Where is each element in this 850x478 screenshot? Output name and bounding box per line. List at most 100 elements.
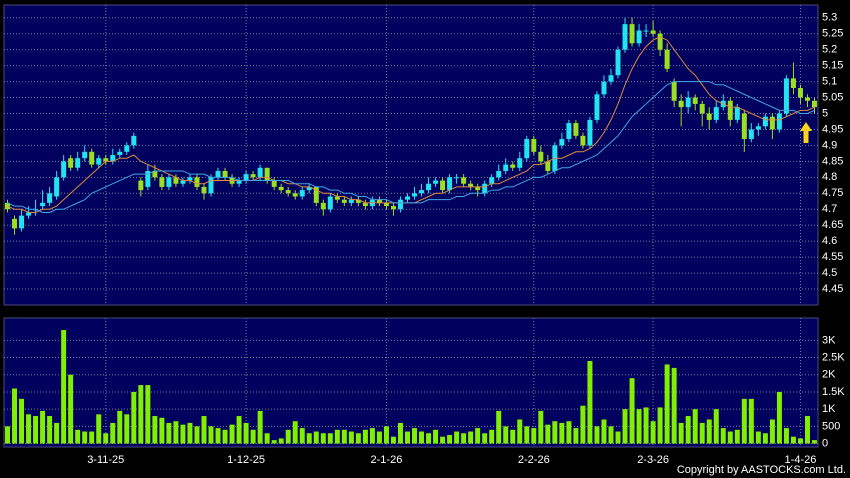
volume-bar — [145, 385, 151, 444]
candle-body — [180, 180, 186, 184]
y-tick-label: 4.65 — [822, 219, 843, 231]
volume-bar — [741, 398, 747, 444]
candle-body — [622, 24, 628, 50]
volume-bar — [769, 419, 775, 444]
volume-bar — [762, 433, 768, 444]
volume-bar — [671, 367, 677, 444]
candle-body — [769, 116, 775, 130]
volume-bar — [285, 429, 291, 444]
volume-bar — [566, 421, 572, 444]
candle-body — [475, 186, 481, 191]
y-tick-label: 0 — [822, 437, 828, 449]
candle-body — [236, 180, 242, 184]
candle-body — [376, 199, 382, 203]
x-tick-label: 2-2-26 — [518, 454, 550, 466]
y-tick-label: 5.25 — [822, 28, 843, 40]
marker-arrow — [800, 122, 812, 143]
candle-body — [404, 196, 410, 200]
volume-bar — [89, 431, 95, 444]
y-tick-label: 5.1 — [822, 76, 837, 88]
y-tick-label: 1K — [822, 403, 836, 415]
y-tick-label: 4.5 — [822, 267, 837, 279]
candle-body — [313, 186, 319, 203]
copyright: Copyright by AASTOCKS.com Ltd. — [677, 464, 846, 476]
volume-bar — [26, 414, 32, 444]
y-tick-label: 4.45 — [822, 283, 843, 295]
candle-body — [103, 158, 109, 162]
volume-bar — [517, 419, 523, 444]
candle-body — [804, 97, 810, 101]
volume-bar — [215, 428, 221, 444]
candle-body — [496, 170, 502, 178]
candle-body — [671, 81, 677, 101]
y-tick-label: 4.95 — [822, 123, 843, 135]
x-tick-label: 1-12-25 — [227, 454, 265, 466]
volume-bar — [559, 422, 565, 444]
volume-bar — [727, 431, 733, 444]
candle-body — [201, 186, 207, 194]
candle-body — [482, 183, 488, 194]
candle-body — [503, 164, 509, 171]
volume-bar — [692, 409, 698, 444]
candle-body — [531, 139, 537, 152]
candle-body — [629, 24, 635, 44]
candle-body — [75, 158, 81, 168]
candle-body — [285, 190, 291, 194]
volume-bar — [601, 419, 607, 444]
volume-bar — [306, 433, 312, 444]
candle-body — [762, 116, 768, 127]
volume-bar — [47, 416, 53, 444]
volume-bar — [82, 431, 88, 444]
candle-body — [650, 30, 656, 34]
candle-body — [468, 183, 474, 187]
candle-body — [643, 30, 649, 32]
volume-bar — [706, 419, 712, 444]
volume-bar — [327, 433, 333, 444]
volume-bar — [755, 431, 761, 444]
y-tick-label: 5.15 — [822, 60, 843, 72]
candle-body — [110, 155, 116, 162]
volume-bar — [19, 398, 25, 444]
candle-body — [790, 78, 796, 88]
candle-body — [664, 49, 670, 69]
candle-body — [278, 186, 284, 191]
y-tick-label: 4.7 — [822, 203, 837, 215]
plot-layer: 5.35.255.25.155.15.0554.954.94.854.84.75… — [4, 5, 845, 466]
candle-body — [334, 196, 340, 200]
candle-body — [166, 177, 172, 187]
candle-body — [699, 103, 705, 114]
volume-bar — [229, 424, 235, 444]
candle-body — [461, 177, 467, 184]
candle-body — [447, 177, 453, 191]
candle-body — [594, 94, 600, 120]
candle-body — [47, 193, 53, 203]
candle-body — [440, 180, 446, 191]
candle-body — [510, 164, 516, 168]
candle-body — [797, 87, 803, 98]
volume-bar — [685, 416, 691, 444]
candle-body — [692, 97, 698, 104]
volume-bar — [138, 385, 144, 444]
candle-body — [657, 33, 663, 50]
volume-bar — [383, 426, 389, 444]
candle-body — [454, 177, 460, 179]
candle-body — [524, 139, 530, 159]
volume-bar — [117, 410, 123, 444]
volume-bar — [299, 428, 305, 444]
candle-body — [706, 113, 712, 120]
candle-body — [145, 170, 151, 187]
candle-body — [12, 218, 18, 229]
candle-body — [559, 139, 565, 146]
volume-bar — [278, 438, 284, 444]
candle-body — [306, 186, 312, 191]
volume-bar — [194, 426, 200, 444]
candle-body — [615, 49, 621, 76]
volume-bar — [440, 436, 446, 444]
candle-body — [741, 113, 747, 140]
volume-bar — [12, 388, 18, 444]
candle-body — [573, 123, 579, 136]
volume-bar — [334, 429, 340, 444]
candle-body — [117, 151, 123, 155]
